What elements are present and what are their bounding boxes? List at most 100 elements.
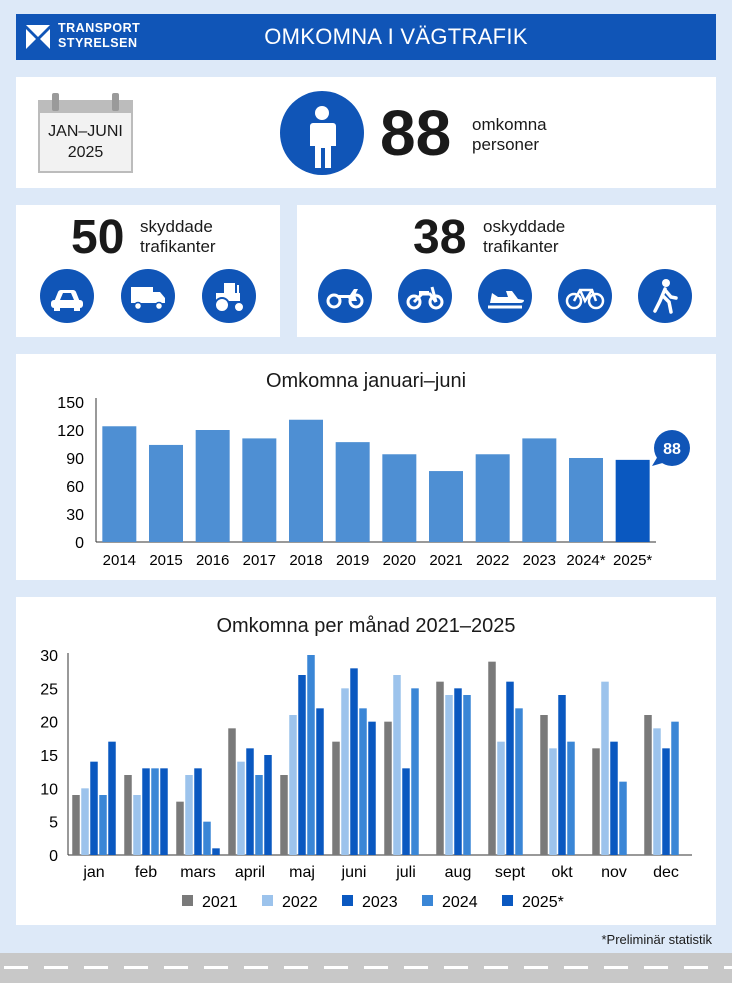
bar-2025	[615, 459, 650, 542]
x-tick-label: sept	[495, 864, 526, 881]
x-tick-label: april	[235, 864, 265, 881]
x-tick-label: dec	[653, 864, 679, 881]
x-tick-label: 2020	[383, 552, 416, 569]
road-dash	[444, 966, 468, 969]
road-dash	[4, 966, 28, 969]
x-tick-label: 2025*	[613, 552, 652, 569]
y-tick-label: 15	[40, 748, 58, 765]
x-tick-label: 2014	[103, 552, 136, 569]
bar-feb-2023	[142, 768, 150, 855]
road-dash	[524, 966, 548, 969]
road-dash	[564, 966, 588, 969]
bar-sept-2021	[488, 661, 496, 855]
y-tick-label: 60	[66, 479, 84, 496]
motorcycle-icon	[318, 269, 372, 323]
bar-juli-2024	[411, 688, 419, 855]
bar-2015	[149, 444, 183, 542]
legend-label: 2022	[282, 894, 318, 911]
bar-nov-2023	[610, 741, 618, 855]
x-tick-label: 2021	[429, 552, 462, 569]
x-tick-label: juni	[341, 864, 367, 881]
road-dash	[484, 966, 508, 969]
road-dash	[204, 966, 228, 969]
bar-juni-2023	[350, 668, 358, 855]
y-tick-label: 150	[57, 395, 84, 412]
protected-label: skyddade trafikanter	[140, 217, 216, 257]
bar-2016	[195, 430, 230, 542]
protected-value: 50	[71, 211, 125, 264]
bar-aug-2024	[463, 695, 471, 855]
bar-juli-2021	[384, 721, 392, 855]
legend-swatch-2021	[182, 895, 193, 906]
bar-aug-2023	[454, 688, 462, 855]
x-tick-label: aug	[445, 864, 472, 881]
bar-sept-2023	[506, 681, 514, 855]
bar-2018	[289, 419, 323, 542]
bar-2014	[102, 426, 137, 542]
bar-april-2021	[228, 728, 236, 855]
x-tick-label: okt	[551, 864, 573, 881]
x-tick-label: mars	[180, 864, 216, 881]
bar-juni-2021	[332, 741, 340, 855]
bar-mars-2025	[212, 848, 220, 855]
road-decoration	[0, 953, 732, 983]
bar-april-2024	[255, 775, 263, 855]
x-tick-label: 2023	[523, 552, 556, 569]
legend-swatch-2023	[342, 895, 353, 906]
logo-line-2: STYRELSEN	[58, 36, 138, 50]
road-dash	[244, 966, 268, 969]
y-tick-label: 25	[40, 681, 58, 698]
car-icon	[40, 269, 94, 323]
bar-maj-2023	[298, 675, 306, 855]
period-line-2: 2025	[67, 144, 104, 161]
legend-label: 2024	[442, 894, 478, 911]
unprotected-label-line-1: oskyddade	[483, 217, 566, 236]
legend-label: 2021	[202, 894, 238, 911]
chart-yearly-panel: Omkomna januari–juni 0 30 60 90 120 150 2014 20…	[16, 354, 716, 580]
highlight-bubble-tail	[652, 456, 666, 466]
y-tick-label: 20	[40, 715, 58, 732]
page-title: OMKOMNA I VÄGTRAFIK	[264, 24, 528, 49]
bar-juni-2025	[368, 721, 376, 855]
x-tick-label: maj	[289, 864, 315, 881]
chart-yearly: 0 30 60 90 120 150 2014 2015 2016 2017 2018 2019 202…	[57, 395, 690, 569]
bar-2021	[429, 471, 463, 542]
road-dash	[684, 966, 708, 969]
bar-okt-2021	[540, 715, 548, 855]
bar-okt-2024	[567, 741, 575, 855]
road-dash	[644, 966, 668, 969]
highlight-bubble	[654, 430, 690, 466]
bar-nov-2024	[619, 781, 627, 855]
bar-maj-2021	[280, 775, 288, 855]
bar-sept-2022	[497, 741, 505, 855]
bar-okt-2022	[549, 748, 557, 855]
bar-feb-2024	[151, 768, 159, 855]
road-dash	[84, 966, 108, 969]
period-line-1: JAN–JUNI	[48, 123, 123, 140]
bar-dec-2023	[662, 748, 670, 855]
highlight-label: 88	[663, 441, 681, 458]
protected-panel: 50 skyddade trafikanter	[16, 205, 280, 337]
bar-2019	[335, 442, 370, 542]
bar-aug-2022	[445, 695, 453, 855]
bar-feb-2021	[124, 775, 132, 855]
bar-aug-2021	[436, 681, 444, 855]
logo-line-1: TRANSPORT	[58, 21, 141, 35]
bar-april-2023	[246, 748, 254, 855]
bar-nov-2021	[592, 748, 600, 855]
total-label: omkomna personer	[472, 115, 547, 155]
x-tick-label: 2022	[476, 552, 509, 569]
person-icon	[280, 91, 364, 175]
bar-2020	[382, 454, 417, 542]
y-tick-label: 120	[57, 423, 84, 440]
road-dash	[164, 966, 188, 969]
bicycle-icon	[558, 269, 612, 323]
x-tick-label: 2015	[149, 552, 182, 569]
header-bar: TRANSPORT STYRELSEN OMKOMNA I VÄGTRAFIK	[16, 14, 716, 60]
x-tick-label: jan	[82, 864, 104, 881]
bar-2022	[475, 454, 510, 542]
calendar-icon: JAN–JUNI 2025	[38, 93, 133, 173]
bar-maj-2024	[307, 655, 315, 855]
bar-2024	[569, 458, 603, 542]
chart-monthly-title: Omkomna per månad 2021–2025	[216, 615, 516, 637]
